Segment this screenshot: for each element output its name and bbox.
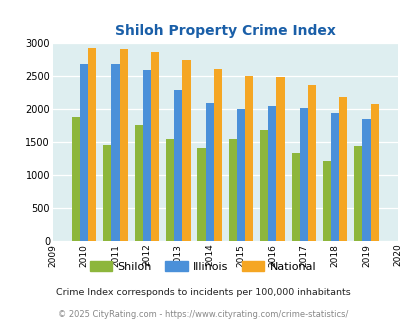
Bar <box>228 139 237 241</box>
Bar <box>143 70 151 241</box>
Bar <box>339 97 347 241</box>
Title: Shiloh Property Crime Index: Shiloh Property Crime Index <box>115 23 335 38</box>
Bar <box>119 50 128 241</box>
Bar <box>166 139 174 241</box>
Bar <box>80 64 88 241</box>
Bar <box>213 69 221 241</box>
Bar <box>299 108 307 241</box>
Bar <box>245 76 253 241</box>
Bar <box>276 77 284 241</box>
Bar <box>182 60 190 241</box>
Bar <box>205 103 213 241</box>
Bar <box>260 130 268 241</box>
Bar <box>151 52 159 241</box>
Bar <box>330 113 339 241</box>
Bar <box>370 104 378 241</box>
Bar <box>88 48 96 241</box>
Text: © 2025 CityRating.com - https://www.cityrating.com/crime-statistics/: © 2025 CityRating.com - https://www.city… <box>58 310 347 319</box>
Bar <box>354 146 362 241</box>
Legend: Shiloh, Illinois, National: Shiloh, Illinois, National <box>85 256 320 276</box>
Bar <box>174 90 182 241</box>
Text: Crime Index corresponds to incidents per 100,000 inhabitants: Crime Index corresponds to incidents per… <box>55 287 350 297</box>
Bar <box>237 109 245 241</box>
Bar <box>291 153 299 241</box>
Bar <box>103 145 111 241</box>
Bar <box>111 64 119 241</box>
Bar <box>197 148 205 241</box>
Bar <box>268 106 276 241</box>
Bar <box>307 85 315 241</box>
Bar <box>134 125 143 241</box>
Bar <box>72 117 80 241</box>
Bar <box>362 119 370 241</box>
Bar <box>322 161 330 241</box>
